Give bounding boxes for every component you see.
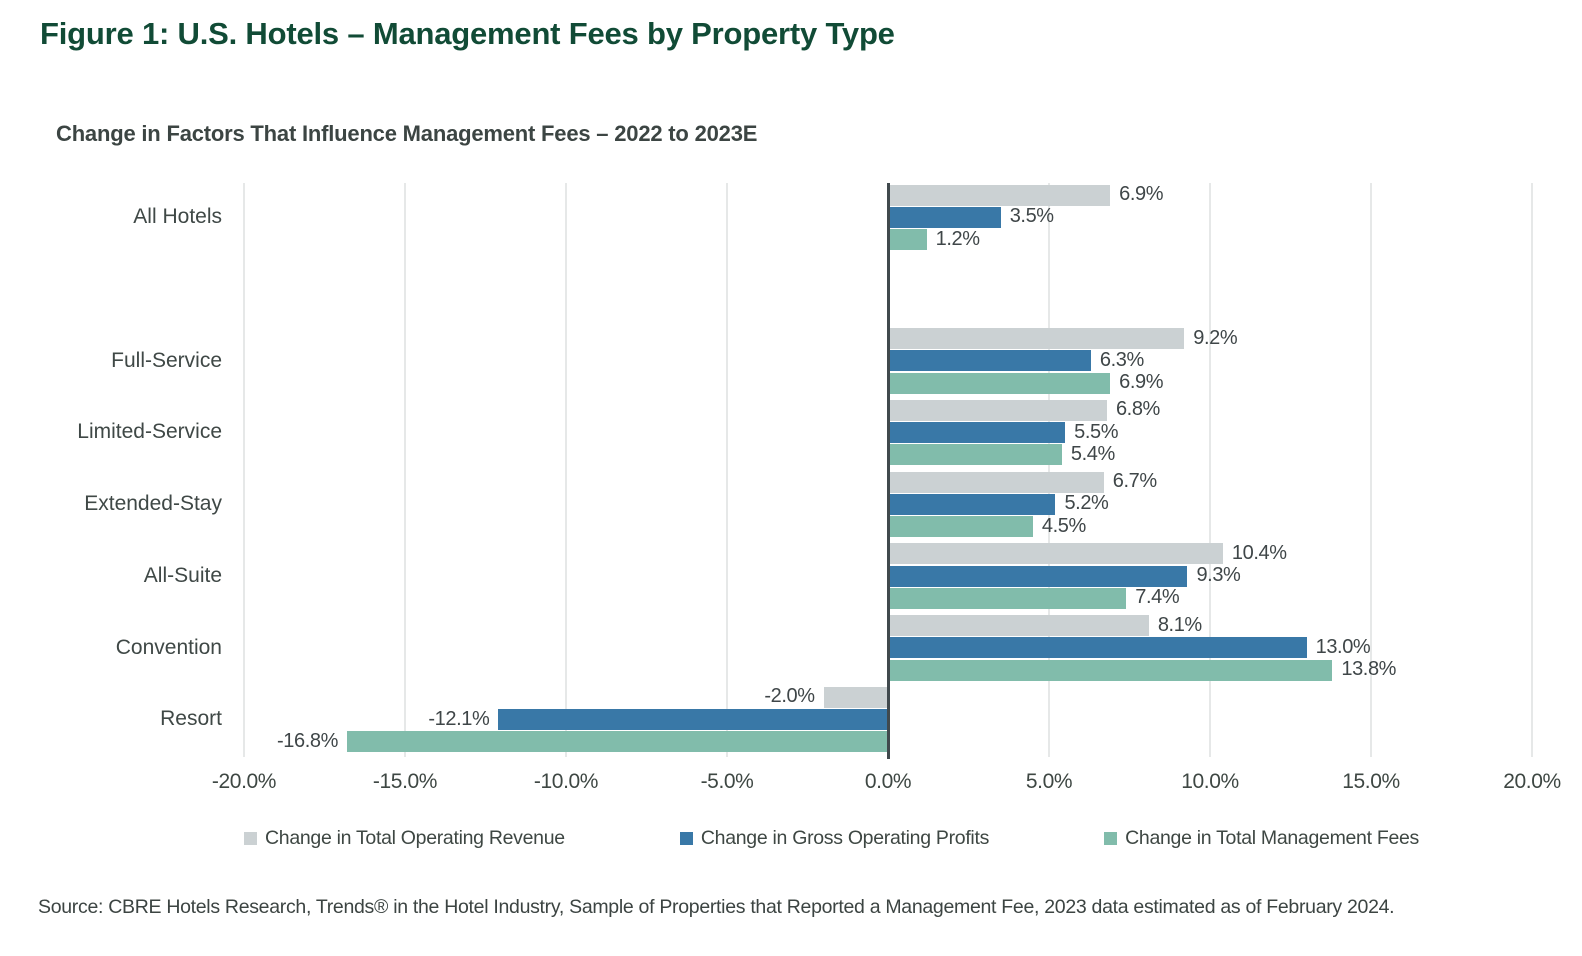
bar-total-management-fees-resort (347, 731, 888, 753)
gridline (404, 183, 406, 757)
x-tick-label: -20.0% (211, 770, 277, 793)
bar-gross-operating-profits-convention (888, 637, 1307, 659)
bar-value-label: 6.8% (1115, 398, 1160, 421)
category-label-limited-service: Limited-Service (77, 420, 222, 444)
bar-value-label: -16.8% (277, 729, 339, 752)
bar-total-operating-revenue-limited-service (888, 399, 1107, 421)
bar-value-label: -2.0% (764, 685, 815, 708)
legend-label: Change in Gross Operating Profits (700, 827, 990, 849)
legend-swatch-icon (679, 832, 693, 845)
bar-total-management-fees-all-suite (888, 587, 1127, 609)
x-tick-label: 20.0% (1503, 770, 1561, 793)
bar-total-operating-revenue-extended-stay (888, 471, 1104, 493)
legend-item-total-management-fees: Change in Total Management Fees (1104, 827, 1419, 850)
bar-gross-operating-profits-all-suite (888, 565, 1188, 587)
legend-item-gross-operating-profits: Change in Gross Operating Profits (679, 827, 990, 850)
bar-value-label: 1.2% (935, 227, 980, 250)
bar-total-operating-revenue-resort (823, 686, 888, 708)
x-tick-label: -5.0% (700, 770, 754, 793)
x-tick-label: 10.0% (1181, 770, 1239, 793)
bar-value-label: 8.1% (1157, 613, 1202, 636)
bar-total-management-fees-all-hotels (888, 229, 927, 251)
legend-swatch-icon (244, 832, 257, 845)
category-label-full-service: Full-Service (111, 348, 222, 372)
bar-value-label: 9.2% (1193, 326, 1238, 349)
bar-value-label: 9.3% (1196, 564, 1241, 587)
bar-total-management-fees-convention (888, 659, 1333, 681)
x-tick-label: -10.0% (533, 770, 599, 793)
legend-swatch-icon (1104, 832, 1118, 845)
gridline (243, 183, 245, 757)
bar-total-management-fees-limited-service (888, 444, 1062, 466)
category-label-extended-stay: Extended-Stay (84, 492, 222, 515)
zero-axis-line (887, 183, 890, 759)
bar-value-label: 13.0% (1315, 635, 1371, 658)
x-tick-label: 5.0% (1025, 770, 1073, 793)
bar-total-operating-revenue-all-suite (888, 543, 1223, 565)
bar-value-label: 5.5% (1074, 420, 1119, 443)
bar-value-label: 10.4% (1231, 541, 1287, 564)
x-tick-label: 15.0% (1342, 770, 1400, 793)
bar-value-label: 5.4% (1070, 442, 1115, 465)
bar-total-management-fees-full-service (888, 372, 1111, 394)
bar-value-label: 3.5% (1009, 205, 1054, 228)
legend: Change in Total Operating Revenue Change … (244, 827, 1419, 850)
legend-label: Change in Total Operating Revenue (265, 827, 565, 849)
x-tick-label: -15.0% (372, 770, 438, 793)
gridline (1531, 183, 1533, 757)
category-label-all-suite: All-Suite (143, 563, 222, 587)
bar-value-label: 6.9% (1119, 371, 1164, 394)
gridline (1209, 183, 1211, 757)
x-tick-label: 0.0% (864, 770, 912, 793)
gridline (565, 183, 567, 757)
gridline (726, 183, 728, 757)
bar-gross-operating-profits-all-hotels (888, 206, 1001, 228)
bar-total-operating-revenue-convention (888, 615, 1149, 636)
legend-item-total-operating-revenue: Change in Total Operating Revenue (244, 827, 565, 850)
bar-value-label: 6.3% (1099, 348, 1144, 371)
chart-subtitle: Change in Factors That Influence Managem… (56, 121, 758, 146)
legend-label: Change in Total Management Fees (1125, 827, 1419, 849)
bar-value-label: 4.5% (1041, 514, 1086, 537)
category-label-all-hotels: All Hotels (133, 205, 222, 228)
gridline (1048, 183, 1050, 757)
bar-gross-operating-profits-full-service (888, 350, 1091, 372)
source-note: Source: CBRE Hotels Research, Trends® in… (38, 896, 1395, 918)
category-label-convention: Convention (115, 635, 222, 659)
gridline (1370, 183, 1372, 757)
figure-title: Figure 1: U.S. Hotels – Management Fees … (40, 16, 895, 51)
bar-gross-operating-profits-resort (498, 709, 888, 731)
bar-total-management-fees-extended-stay (888, 516, 1033, 538)
bar-value-label: 6.9% (1119, 183, 1164, 206)
x-axis: -20.0% -15.0% -10.0% -5.0% 0.0% 5.0% 10.0% 15.0… (212, 770, 1561, 800)
category-label-resort: Resort (160, 707, 222, 731)
bar-value-label: 6.7% (1112, 470, 1157, 493)
bar-value-label: 13.8% (1341, 658, 1397, 681)
bar-total-operating-revenue-full-service (888, 328, 1185, 349)
plot-area: All Hotels 6.9% 3.5% 1.2% Full-Service 9.2% 6.… (77, 183, 1533, 759)
bar-gross-operating-profits-limited-service (888, 422, 1066, 444)
bar-gross-operating-profits-extended-stay (888, 493, 1056, 515)
bar-value-label: 7.4% (1135, 586, 1180, 609)
bar-value-label: -12.1% (428, 707, 490, 730)
bar-value-label: 5.2% (1064, 492, 1109, 515)
bar-total-operating-revenue-all-hotels (888, 184, 1111, 206)
